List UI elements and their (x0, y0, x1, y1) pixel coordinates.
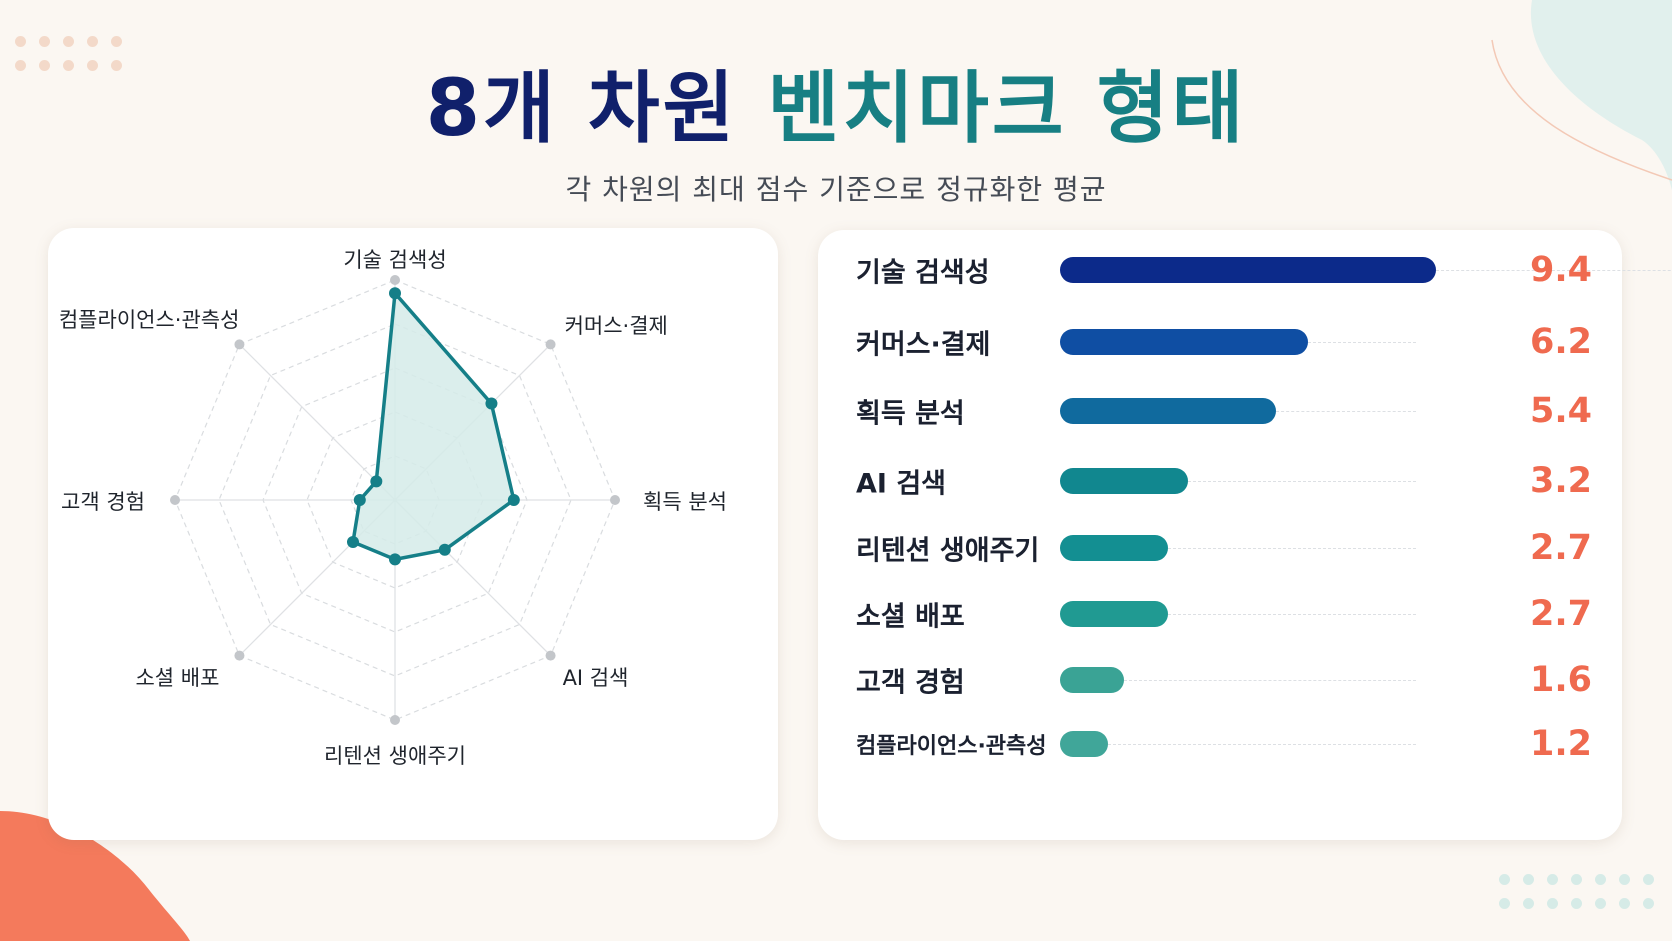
radar-axis-label: 소셜 배포 (135, 665, 220, 690)
bar-label: 컴플라이언스·관측성 (856, 734, 1047, 759)
radar-data-point (438, 543, 451, 556)
bar-label: 고객 경험 (856, 667, 965, 699)
radar-axis-end-dot (170, 495, 180, 505)
radar-axis-label: 기술 검색성 (343, 248, 447, 272)
bar (1060, 667, 1124, 693)
bar-guide-line (1308, 342, 1416, 343)
radar-chart (170, 275, 620, 725)
bar (1060, 398, 1276, 424)
bar (1060, 468, 1188, 494)
bar-label: 기술 검색성 (856, 257, 990, 289)
bar-value-label: 6.2 (1529, 322, 1592, 362)
bar-row: 기술 검색성 9.4 (818, 250, 1672, 290)
bar-guide-line (1436, 270, 1672, 271)
bar-guide-line (1168, 548, 1416, 549)
bar-row: 리텐션 생애주기 2.7 (818, 528, 1622, 568)
radar-data-point (485, 397, 498, 410)
radar-data-point (507, 494, 520, 506)
radar-series-area (351, 291, 516, 562)
title-part-1: 8개 차원 (425, 64, 738, 154)
bar-value-label: 2.7 (1529, 528, 1592, 568)
bar-value-label: 1.2 (1529, 724, 1592, 764)
radar-axis-label: 고객 경험 (61, 490, 145, 514)
radar-data-point (353, 494, 366, 506)
bar-guide-line (1124, 680, 1416, 681)
radar-data-point (389, 287, 401, 300)
bar (1060, 329, 1308, 355)
radar-axis-label: 커머스·결제 (564, 314, 668, 339)
radar-axis-end-dot (545, 339, 556, 350)
bar-label: 소셜 배포 (856, 601, 965, 633)
page-subtitle: 각 차원의 최대 점수 기준으로 정규화한 평균 (565, 173, 1107, 206)
page-title: 8개 차원 벤치마크 형태 (0, 46, 1672, 158)
bar-value-label: 5.4 (1529, 391, 1592, 431)
bar (1060, 257, 1436, 283)
bar-label: 획득 분석 (856, 398, 965, 430)
radar-axis-end-dot (545, 650, 556, 661)
bar-chart-card: 기술 검색성 9.4 커머스·결제 6.2 획득 분석 5.4 AI 검색 3.2 리텐션 생애… (818, 230, 1672, 840)
bar-label: 리텐션 생애주기 (856, 535, 1040, 567)
bar-guide-line (1108, 744, 1416, 745)
bar-label: 커머스·결제 (856, 329, 991, 361)
bar-row: AI 검색 3.2 (818, 461, 1622, 501)
radar-axis-end-dot (610, 495, 620, 505)
bar-value-label: 9.4 (1529, 250, 1592, 290)
radar-axis-end-dot (390, 715, 400, 725)
bar (1060, 601, 1168, 627)
bar-row: 커머스·결제 6.2 (818, 322, 1622, 362)
bar-guide-line (1276, 411, 1416, 412)
bar-value-label: 2.7 (1529, 594, 1592, 634)
radar-axis-end-dot (234, 650, 245, 661)
bar-row: 획득 분석 5.4 (818, 391, 1622, 431)
bar (1060, 535, 1168, 561)
bar-row: 컴플라이언스·관측성 1.2 (818, 724, 1622, 764)
bar (1060, 731, 1108, 757)
radar-axis-label: AI 검색 (562, 665, 629, 690)
radar-axis-end-dot (390, 275, 400, 285)
radar-axis-label: 획득 분석 (643, 490, 727, 514)
bar-label: AI 검색 (856, 468, 947, 500)
radar-data-point (389, 553, 401, 566)
bar-value-label: 1.6 (1529, 660, 1592, 700)
radar-axis-label: 컴플라이언스·관측성 (58, 308, 240, 333)
title-part-2: 벤치마크 형태 (767, 64, 1247, 154)
bar-guide-line (1188, 481, 1416, 482)
radar-spoke (238, 343, 396, 501)
radar-data-point (370, 475, 383, 488)
radar-axis-label: 리텐션 생애주기 (324, 744, 466, 768)
radar-axis-end-dot (234, 339, 245, 350)
dot-grid-bottom-right (1499, 874, 1654, 909)
dot-grid-top-left (15, 36, 122, 71)
bar-value-label: 3.2 (1529, 461, 1592, 501)
bar-guide-line (1168, 614, 1416, 615)
radar-data-point (346, 536, 359, 549)
bar-row: 소셜 배포 2.7 (818, 594, 1622, 634)
bar-row: 고객 경험 1.6 (818, 660, 1622, 700)
